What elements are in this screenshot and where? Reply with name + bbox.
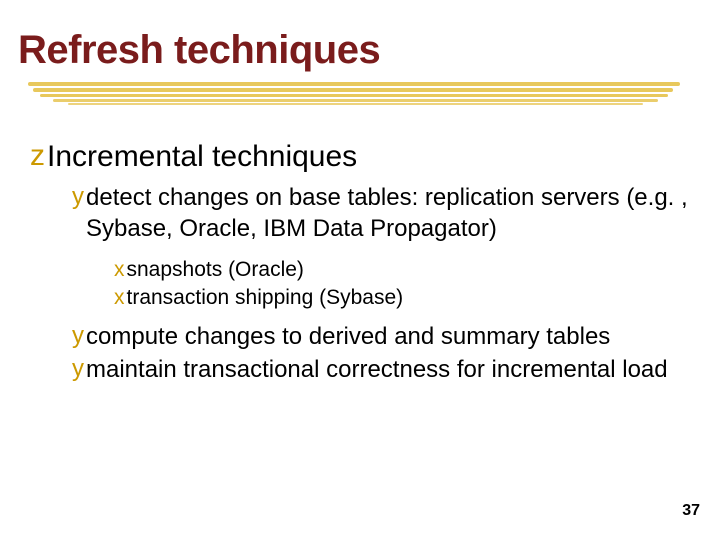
slide: Refresh techniques z Incremental techniq… — [0, 0, 720, 540]
bullet-level2: y maintain transactional correctness for… — [72, 354, 690, 385]
bullet-level2: y detect changes on base tables: replica… — [72, 182, 690, 244]
bullet-marker-x: x — [114, 256, 125, 283]
bullet-text: detect changes on base tables: replicati… — [86, 182, 690, 244]
bullet-level2: y compute changes to derived and summary… — [72, 321, 690, 352]
slide-content: z Incremental techniques y detect change… — [30, 138, 690, 387]
bullet-level3: x snapshots (Oracle) — [114, 256, 690, 284]
bullet-level1: z Incremental techniques — [30, 138, 690, 176]
bullet-marker-z: z — [30, 138, 45, 174]
bullet-text: compute changes to derived and summary t… — [86, 321, 610, 352]
title-underline — [28, 82, 680, 106]
bullet-text: transaction shipping (Sybase) — [127, 284, 404, 312]
slide-title: Refresh techniques — [18, 28, 380, 73]
bullet-text: snapshots (Oracle) — [127, 256, 304, 284]
bullet-level3: x transaction shipping (Sybase) — [114, 284, 690, 312]
bullet-text: maintain transactional correctness for i… — [86, 354, 668, 385]
bullet-marker-y: y — [72, 321, 84, 351]
page-number: 37 — [682, 502, 700, 520]
bullet-marker-x: x — [114, 284, 125, 311]
bullet-marker-y: y — [72, 182, 84, 212]
bullet-marker-y: y — [72, 354, 84, 384]
bullet-text: Incremental techniques — [47, 138, 357, 176]
